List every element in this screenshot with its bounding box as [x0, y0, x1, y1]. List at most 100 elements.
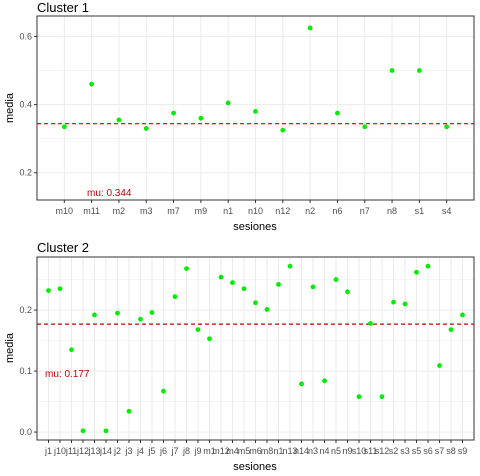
x-tick-label: j7 — [170, 446, 178, 456]
x-tick-label: n10 — [248, 206, 263, 216]
x-tick-label: m11 — [83, 206, 100, 216]
data-point — [241, 286, 247, 292]
x-tick-label: m12 — [212, 446, 230, 456]
data-point — [89, 81, 95, 87]
data-point — [46, 288, 51, 293]
data-point — [362, 124, 368, 130]
x-tick-label: s10 — [352, 446, 367, 456]
x-tick-label: j13 — [87, 446, 100, 456]
x-tick-label: n14 — [294, 446, 309, 456]
data-point — [425, 263, 431, 269]
cluster-2-y-axis-ticks: 0.0 0.1 0.2 — [19, 305, 37, 437]
data-point — [61, 124, 67, 130]
x-tick-label: m7 — [167, 206, 180, 216]
x-tick-label: j8 — [182, 446, 190, 456]
x-tick-label: s11 — [364, 446, 378, 456]
data-point — [207, 336, 212, 342]
data-point — [198, 115, 204, 121]
cluster-2-title: Cluster 2 — [37, 240, 89, 255]
x-tick-label: n2 — [305, 206, 315, 216]
x-tick-label: s7 — [435, 446, 445, 456]
cluster-2-x-axis-ticks: j1 j10 j11 j12 j13 j14 j2 j3 j4 j5 j6 j7 j8 j9 m1m12m4… — [44, 440, 467, 456]
data-point — [230, 280, 235, 286]
x-tick-label: n6 — [332, 206, 342, 216]
cluster-1-gridlines — [37, 16, 474, 200]
x-tick-label: m5 — [238, 446, 251, 456]
data-point — [437, 363, 442, 368]
x-tick-label: m6 — [249, 446, 262, 456]
cluster-2-y-axis-title: media — [4, 332, 16, 363]
data-point — [368, 321, 373, 326]
data-point — [448, 327, 454, 332]
data-point — [276, 282, 281, 287]
x-tick-label: m2 — [113, 206, 126, 216]
data-point — [116, 117, 122, 123]
cluster-1-title: Cluster 1 — [37, 0, 89, 15]
x-tick-label: n1 — [273, 446, 283, 456]
x-tick-label: n7 — [360, 206, 370, 216]
data-point — [307, 25, 313, 31]
x-tick-label: j2 — [113, 446, 121, 456]
cluster-1-y-axis-ticks: 0.2 0.4 0.6 — [19, 31, 37, 178]
x-tick-label: m4 — [226, 446, 239, 456]
data-point — [389, 68, 395, 73]
x-tick-label: j9 — [193, 446, 201, 456]
x-tick-label: n13 — [282, 446, 297, 456]
data-point — [379, 394, 385, 400]
data-point — [218, 274, 224, 280]
x-tick-label: m1 — [203, 446, 216, 456]
x-tick-label: m3 — [140, 206, 153, 216]
data-point — [143, 126, 149, 131]
data-point — [416, 68, 422, 73]
data-point — [149, 310, 155, 315]
x-tick-label: m9 — [195, 206, 208, 216]
x-tick-label: n5 — [331, 446, 341, 456]
data-point — [171, 110, 176, 116]
data-point — [195, 327, 201, 332]
cluster-2-panel: Cluster 2 mu: 0.177 0.00.10.2 j1 j10 j11 j1… — [4, 240, 475, 473]
x-tick-label: j1 — [44, 446, 52, 456]
y-tick-label: 0.2 — [19, 168, 32, 178]
x-tick-label: j11 — [65, 446, 77, 456]
data-point — [310, 284, 316, 290]
cluster-1-x-axis-ticks: m10 m11 m2 m3 m7 m9 n1 n10 n12 n2 n6 n7 n8 s1 s4 — [56, 200, 452, 216]
data-point — [184, 266, 189, 271]
data-point — [138, 316, 143, 322]
y-tick-label: 0.6 — [19, 31, 32, 41]
x-tick-label: s3 — [400, 446, 410, 456]
x-tick-label: s6 — [423, 446, 433, 456]
data-point — [161, 388, 166, 394]
x-tick-label: m10 — [56, 206, 74, 216]
cluster-1-y-axis-title: media — [4, 92, 16, 123]
y-tick-label: 0.2 — [19, 305, 32, 315]
cluster-1-x-axis-title: sesiones — [233, 221, 277, 233]
x-tick-label: j10 — [53, 446, 66, 456]
data-point — [103, 428, 109, 434]
data-point — [253, 109, 258, 114]
data-point — [57, 286, 63, 292]
data-point — [335, 110, 340, 116]
x-tick-label: n9 — [342, 446, 352, 456]
data-point — [115, 310, 120, 316]
cluster-1-mean-label: mu: 0.344 — [87, 188, 132, 199]
data-point — [414, 269, 419, 275]
cluster-2-mean-label: mu: 0.177 — [45, 369, 90, 380]
data-point — [333, 277, 339, 282]
data-point — [356, 394, 362, 400]
data-point — [322, 378, 327, 384]
data-point — [69, 347, 74, 353]
data-point — [444, 124, 450, 130]
y-tick-label: 0.0 — [19, 427, 32, 437]
x-tick-label: s8 — [446, 446, 456, 456]
x-tick-label: s4 — [442, 206, 452, 216]
x-tick-label: s5 — [412, 446, 422, 456]
x-tick-label: j4 — [136, 446, 144, 456]
x-tick-label: j3 — [124, 446, 132, 456]
data-point — [299, 381, 304, 387]
x-tick-label: m8 — [261, 446, 274, 456]
cluster-2-points — [46, 263, 465, 434]
x-tick-label: j6 — [159, 446, 167, 456]
x-tick-label: j14 — [99, 446, 112, 456]
data-point — [92, 312, 97, 318]
